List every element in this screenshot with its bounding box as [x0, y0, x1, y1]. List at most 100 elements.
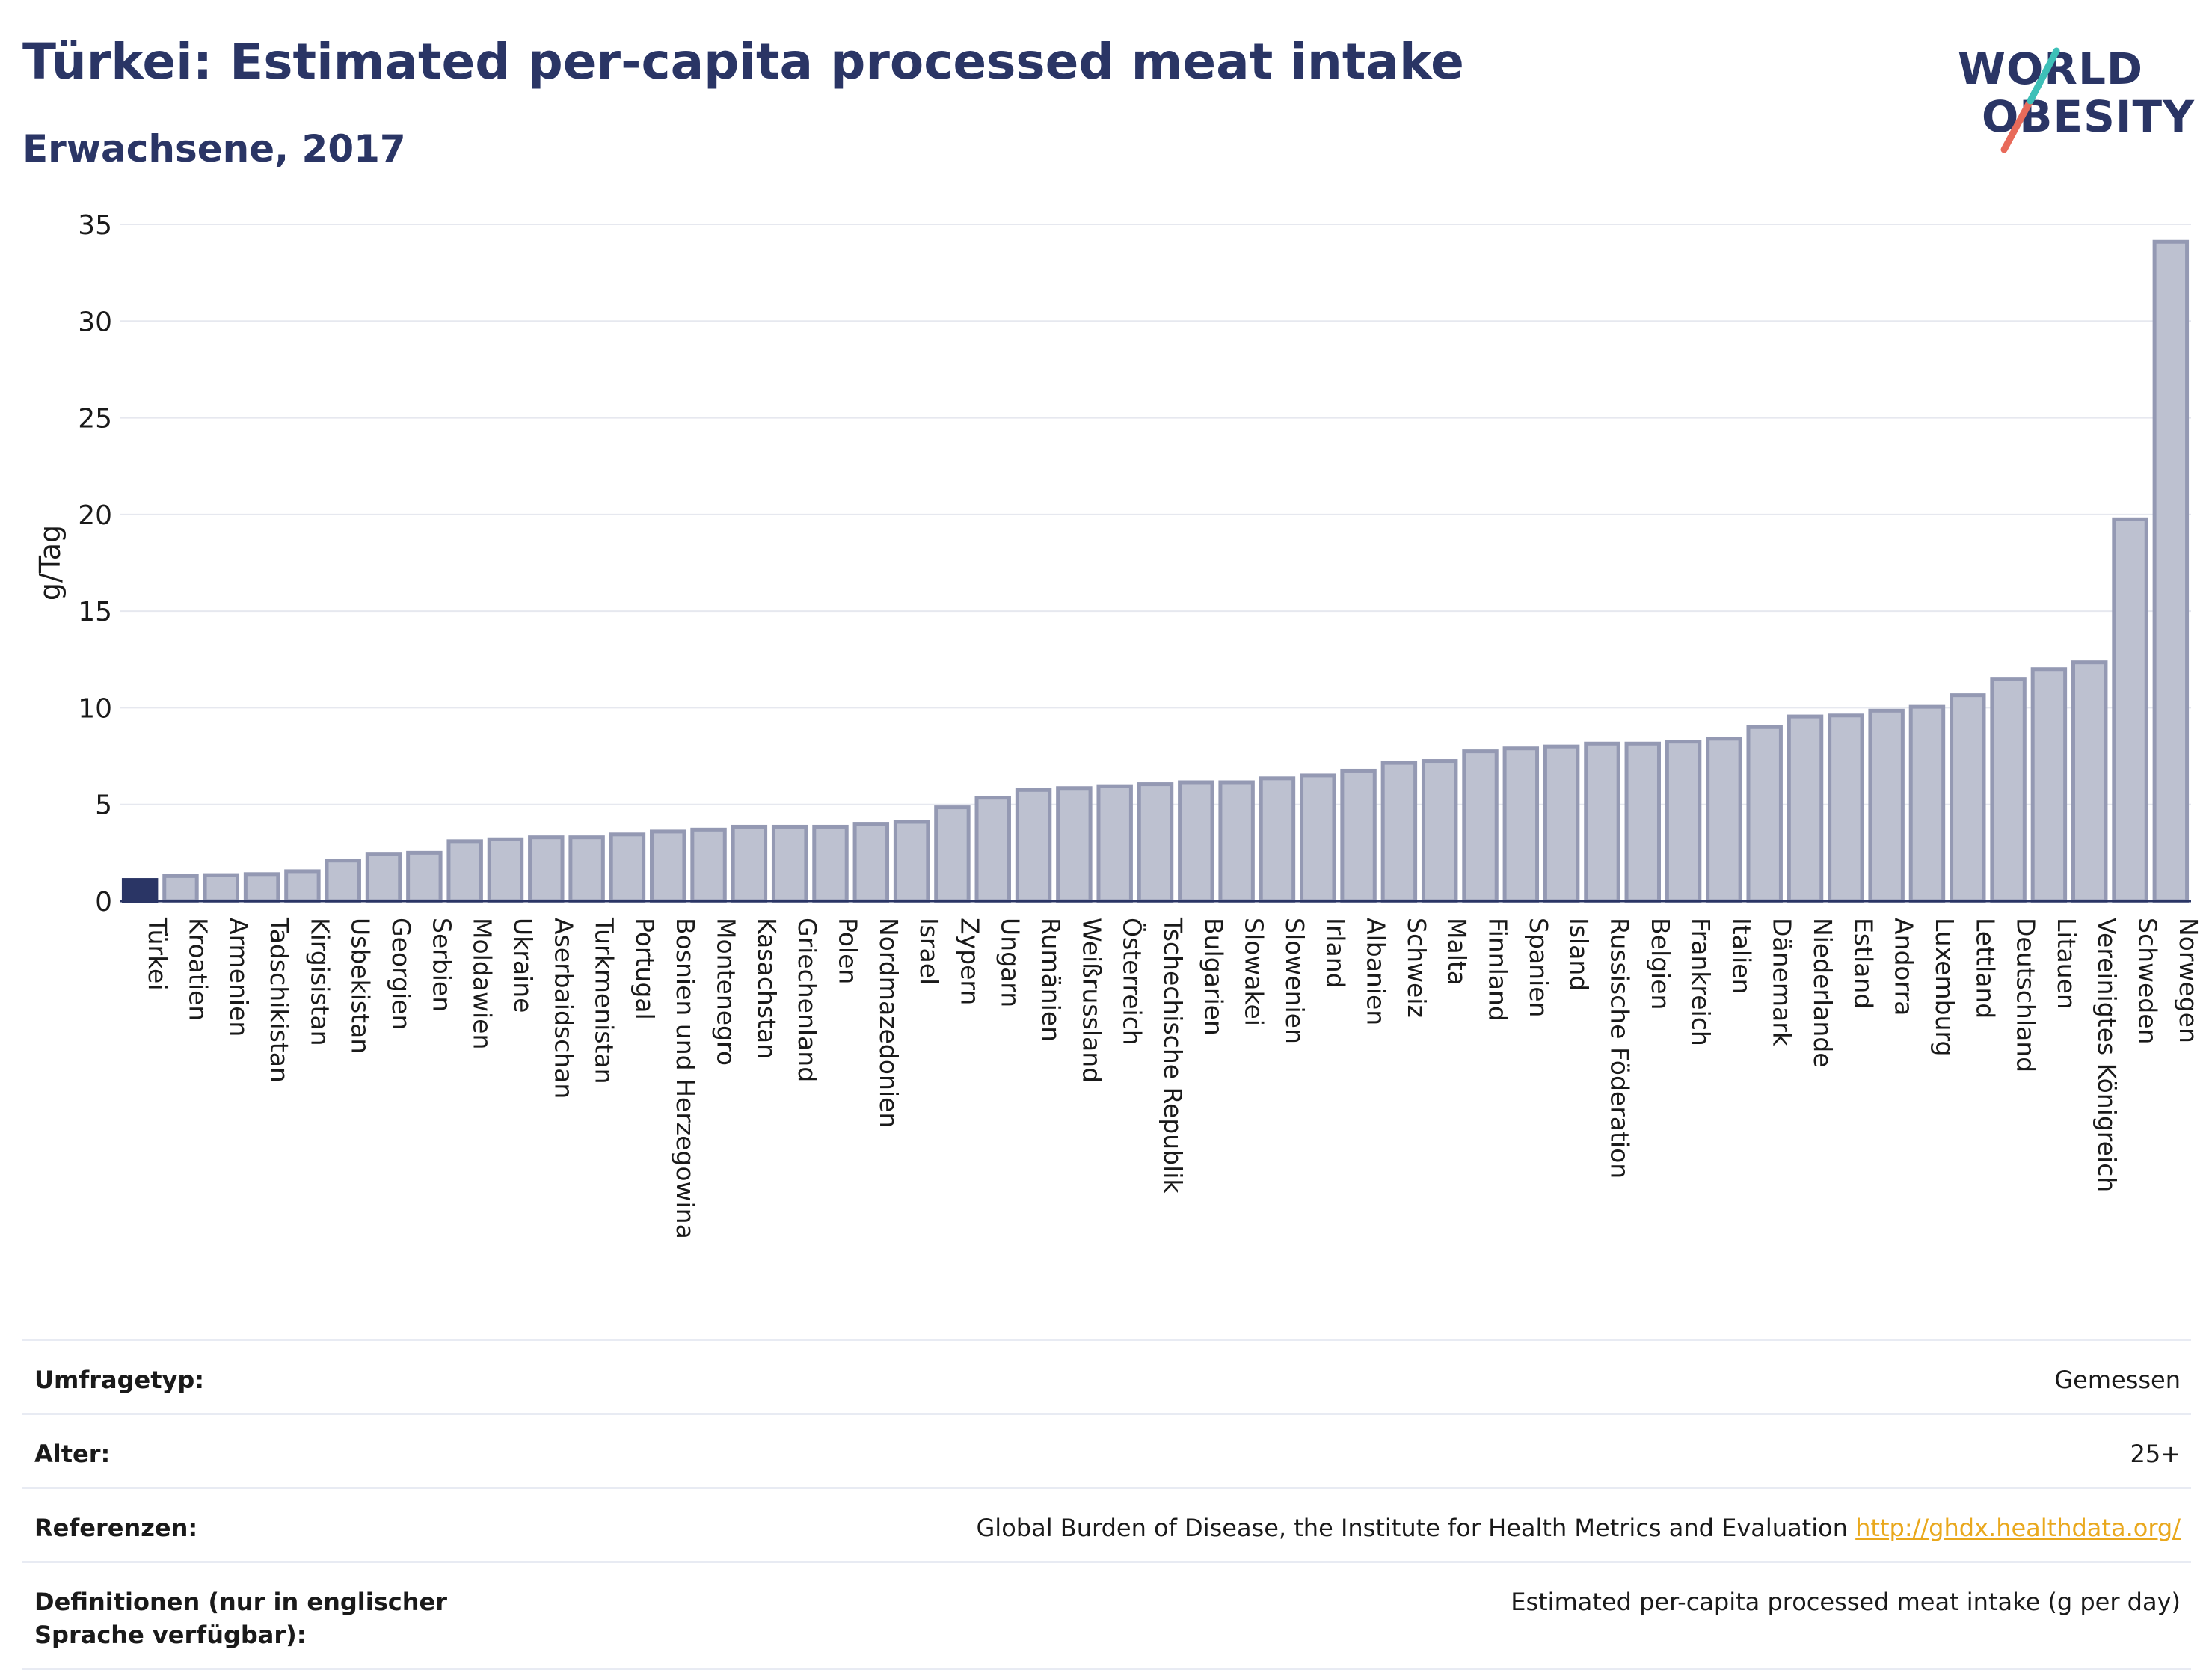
bar[interactable] — [1056, 786, 1093, 903]
x-tick-label: Tschechische Republik — [1158, 917, 1188, 1194]
bar[interactable] — [609, 832, 646, 903]
info-value: Estimated per-capita processed meat inta… — [1511, 1588, 2181, 1616]
bar[interactable] — [771, 824, 808, 903]
bar[interactable] — [2071, 660, 2108, 903]
bar[interactable] — [893, 820, 930, 903]
bars — [121, 239, 2190, 903]
info-value: Global Burden of Disease, the Institute … — [976, 1514, 1848, 1542]
bar[interactable] — [974, 796, 1011, 903]
bar[interactable] — [2112, 517, 2148, 903]
bar[interactable] — [1746, 725, 1783, 903]
bar[interactable] — [852, 822, 890, 903]
bar[interactable] — [731, 824, 768, 903]
bar[interactable] — [1584, 741, 1620, 903]
bar[interactable] — [1096, 784, 1133, 903]
x-tick-label: Slowakei — [1240, 918, 1269, 1026]
bar[interactable] — [325, 859, 361, 903]
x-tick-label: Luxemburg — [1930, 918, 1959, 1056]
bar[interactable] — [1787, 714, 1824, 903]
bar[interactable] — [1259, 776, 1296, 903]
x-tick-label: Serbien — [427, 918, 456, 1012]
bar[interactable] — [1706, 737, 1742, 903]
chart-subtitle: Erwachsene, 2017 — [22, 127, 406, 171]
info-value: 25+ — [2130, 1440, 2181, 1468]
bar[interactable] — [1950, 693, 1986, 903]
bar[interactable] — [1137, 782, 1174, 903]
info-label: Alter: — [34, 1440, 111, 1468]
x-tick-label: Norwegen — [2174, 918, 2203, 1043]
y-tick-label: 20 — [78, 500, 112, 531]
bar[interactable] — [446, 839, 483, 903]
x-tick-label: Niederlande — [1808, 918, 1837, 1068]
bar[interactable] — [284, 869, 321, 903]
bar[interactable] — [1340, 768, 1377, 903]
x-tick-label: Estland — [1849, 918, 1878, 1009]
logo-slash-icon — [2000, 47, 2060, 153]
info-value-group: Global Burden of Disease, the Institute … — [977, 1511, 2192, 1544]
x-tick-label: Schweiz — [1402, 918, 1431, 1018]
bar[interactable] — [934, 805, 971, 903]
x-tick-label: Bulgarien — [1199, 918, 1228, 1036]
bar[interactable] — [2152, 239, 2190, 903]
bar[interactable] — [1300, 773, 1336, 903]
y-tick-label: 10 — [78, 693, 112, 724]
bar[interactable] — [121, 878, 159, 903]
y-tick-label: 30 — [78, 307, 112, 337]
chart-title: Türkei: Estimated per-capita processed m… — [22, 33, 1464, 90]
x-tick-label: Portugal — [630, 918, 660, 1020]
bar[interactable] — [2030, 667, 2068, 903]
x-tick-label: Ukraine — [509, 918, 538, 1013]
x-tick-label: Andorra — [1890, 918, 1919, 1016]
bar[interactable] — [650, 829, 686, 903]
x-tick-label: Nordmazedonien — [874, 918, 903, 1128]
logo-line-2: OBESITY — [1982, 91, 2196, 142]
bar[interactable] — [690, 827, 727, 903]
bar[interactable] — [203, 873, 240, 903]
bar[interactable] — [162, 874, 199, 903]
bar[interactable] — [1868, 708, 1905, 903]
x-tick-label: Spanien — [1524, 918, 1553, 1017]
x-tick-label: Schweden — [2133, 918, 2163, 1044]
x-tick-label: Armenien — [224, 918, 254, 1037]
bar[interactable] — [1828, 713, 1864, 903]
y-tick-label: 25 — [78, 404, 112, 435]
bar[interactable] — [812, 824, 849, 903]
x-tick-label: Kroatien — [183, 918, 212, 1021]
x-tick-label: Moldawien — [468, 918, 497, 1049]
x-tick-label: Belgien — [1646, 918, 1675, 1010]
bar[interactable] — [1218, 780, 1255, 903]
bar[interactable] — [1178, 780, 1214, 903]
bar[interactable] — [1624, 741, 1661, 903]
bar[interactable] — [406, 850, 443, 903]
x-tick-label: Finnland — [1484, 918, 1513, 1022]
x-tick-label: Litauen — [2052, 918, 2081, 1010]
y-axis-label: g/Tag — [34, 525, 67, 601]
bar[interactable] — [365, 852, 402, 903]
x-tick-label: Österreich — [1118, 918, 1148, 1046]
reference-link[interactable]: http://ghdx.healthdata.org/ — [1855, 1514, 2181, 1542]
y-tick-label: 15 — [78, 597, 112, 627]
bar[interactable] — [487, 837, 524, 903]
info-label: Umfragetyp: — [34, 1366, 205, 1394]
bar[interactable] — [1015, 788, 1052, 903]
info-row-survey-type: Umfragetyp: Gemessen — [22, 1339, 2191, 1413]
bar[interactable] — [1380, 761, 1418, 903]
info-label: Definitionen (nur in englischer Sprache … — [34, 1588, 447, 1649]
bar[interactable] — [1665, 740, 1702, 903]
y-tick-label: 35 — [78, 210, 112, 241]
bar[interactable] — [1908, 704, 1946, 903]
bar[interactable] — [243, 872, 280, 903]
bar[interactable] — [568, 835, 605, 903]
info-row-age: Alter: 25+ — [22, 1413, 2191, 1487]
x-tick-label: Kirgisistan — [305, 918, 334, 1046]
bar[interactable] — [1421, 759, 1458, 903]
bar[interactable] — [1990, 677, 2027, 903]
bar[interactable] — [1462, 749, 1499, 903]
bar[interactable] — [1502, 746, 1540, 903]
x-tick-label: Tadschikistan — [265, 917, 294, 1083]
x-tick-label: Kasachstan — [752, 918, 781, 1059]
bar[interactable] — [528, 835, 565, 903]
bar[interactable] — [1543, 744, 1580, 903]
x-tick-label: Rumänien — [1036, 918, 1066, 1042]
x-tick-label: Ungarn — [996, 918, 1025, 1007]
